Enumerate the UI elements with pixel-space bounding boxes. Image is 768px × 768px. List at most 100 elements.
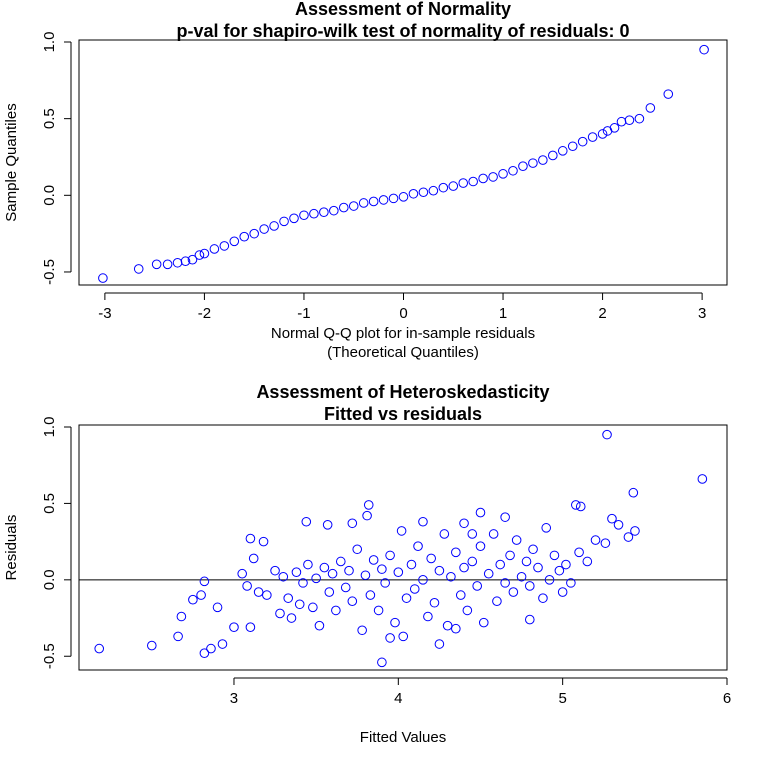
point (377, 564, 387, 574)
chart-title: Assessment of Heteroskedasticity (256, 382, 549, 402)
point (98, 273, 108, 283)
point (253, 587, 264, 597)
point (630, 526, 640, 536)
point (390, 617, 400, 628)
point (194, 250, 205, 260)
point (176, 611, 187, 622)
point (133, 264, 144, 274)
point (438, 182, 449, 193)
point (162, 259, 173, 270)
point (396, 526, 407, 536)
point (385, 550, 395, 561)
point (344, 565, 354, 576)
point (401, 593, 412, 603)
y-tick-label: 1.0 (41, 32, 58, 53)
point (575, 501, 586, 512)
point (245, 622, 256, 633)
point (451, 547, 461, 558)
point (301, 516, 312, 527)
point (406, 559, 417, 570)
y-tick-label: 1.0 (41, 417, 58, 438)
point (458, 178, 469, 188)
point (357, 625, 367, 636)
point (488, 172, 498, 182)
point (335, 556, 346, 567)
point (147, 640, 157, 651)
x-tick-label: -2 (198, 305, 211, 322)
point (363, 500, 374, 510)
point (258, 536, 269, 547)
point (467, 556, 478, 567)
point (322, 520, 333, 530)
point (607, 513, 617, 524)
point (587, 132, 598, 142)
point (577, 136, 588, 147)
x-tick-label: 3 (230, 690, 238, 707)
x-tick-label: -3 (98, 305, 111, 322)
point (262, 590, 272, 600)
point (478, 173, 488, 184)
point (566, 578, 576, 588)
point (459, 562, 469, 573)
point (380, 578, 390, 588)
point (434, 565, 445, 576)
point (505, 550, 515, 561)
point (495, 559, 506, 570)
point (609, 123, 620, 133)
point (279, 216, 289, 227)
point (347, 518, 358, 529)
point (298, 578, 308, 588)
point (616, 116, 627, 127)
point (239, 231, 250, 242)
point (567, 141, 578, 152)
point (409, 584, 420, 594)
point (180, 256, 191, 267)
point (426, 553, 436, 564)
point (442, 620, 453, 631)
point (188, 594, 198, 605)
point (398, 192, 409, 202)
x-tick-label: 1 (499, 305, 507, 322)
point (378, 195, 389, 205)
plot-frame (78, 424, 728, 671)
point (451, 623, 461, 634)
point (524, 614, 535, 625)
point (365, 590, 376, 600)
point (270, 565, 280, 576)
y-tick-label: 0.5 (41, 493, 58, 514)
point (518, 161, 528, 171)
x-tick-label: -1 (297, 305, 310, 322)
point (368, 555, 379, 565)
point (324, 587, 335, 597)
point (628, 487, 639, 498)
chart-subtitle: p-val for shapiro-wilk test of normality… (176, 21, 629, 41)
point (249, 228, 259, 239)
point (448, 181, 459, 191)
point (245, 533, 256, 544)
x-tick-label: 5 (558, 690, 566, 707)
point (340, 582, 351, 593)
point (508, 587, 519, 597)
point (467, 529, 478, 539)
point (590, 535, 601, 545)
point (500, 512, 510, 522)
point (468, 176, 478, 187)
point (488, 529, 499, 539)
point (291, 567, 302, 577)
point (352, 544, 363, 555)
point (511, 535, 522, 545)
point (500, 578, 510, 588)
point (314, 620, 325, 631)
point (173, 631, 183, 642)
point (408, 188, 419, 199)
point (151, 259, 162, 270)
point (259, 224, 269, 234)
point (248, 553, 259, 564)
point (475, 507, 486, 518)
point (549, 550, 560, 561)
point (508, 165, 518, 176)
point (94, 643, 105, 654)
point (311, 573, 321, 584)
point (462, 605, 473, 616)
point (554, 565, 565, 576)
